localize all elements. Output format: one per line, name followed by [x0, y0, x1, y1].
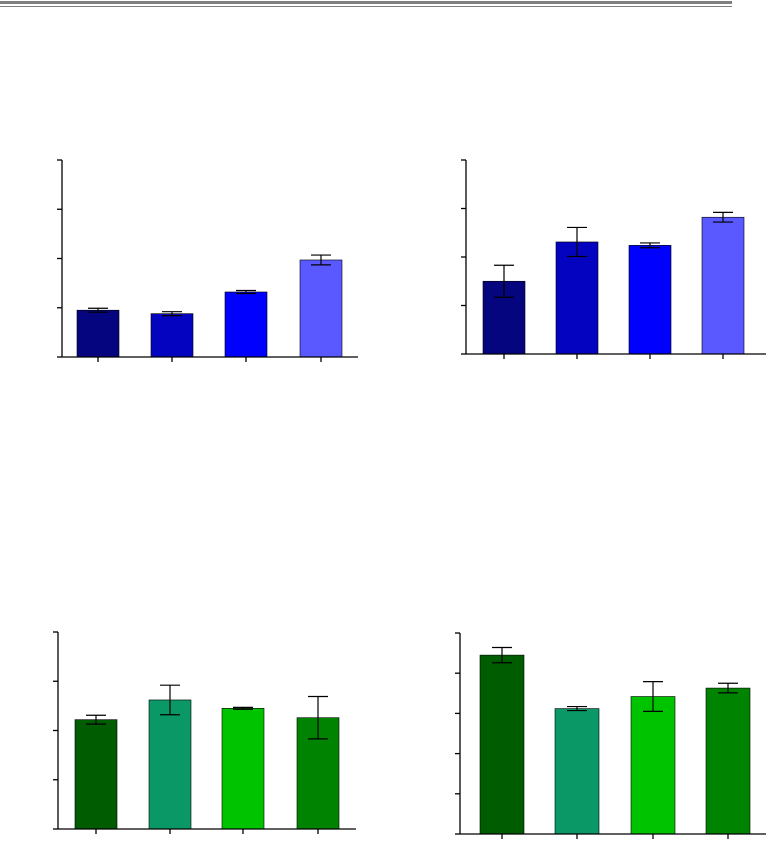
chart-panel-3 [53, 631, 356, 834]
bar-1 [76, 309, 120, 358]
bar-2 [555, 241, 599, 355]
chart-panel-4 [455, 632, 766, 839]
bar-2 [150, 313, 194, 358]
bar-3 [630, 696, 676, 835]
bar-4 [299, 259, 343, 358]
bar-3 [628, 245, 672, 355]
header-rule-thick [0, 1, 732, 4]
chart-panel-2 [461, 159, 766, 359]
chart-panel-1 [57, 159, 358, 362]
bar-1 [479, 654, 525, 835]
bar-4 [701, 216, 745, 355]
bar-4 [705, 687, 751, 835]
bar-3 [224, 291, 268, 358]
bar-1 [74, 719, 118, 830]
bar-2 [148, 699, 192, 830]
header-rule-thin [0, 6, 732, 7]
bar-3 [221, 708, 265, 830]
header-rule [0, 1, 732, 7]
bar-2 [554, 708, 600, 835]
